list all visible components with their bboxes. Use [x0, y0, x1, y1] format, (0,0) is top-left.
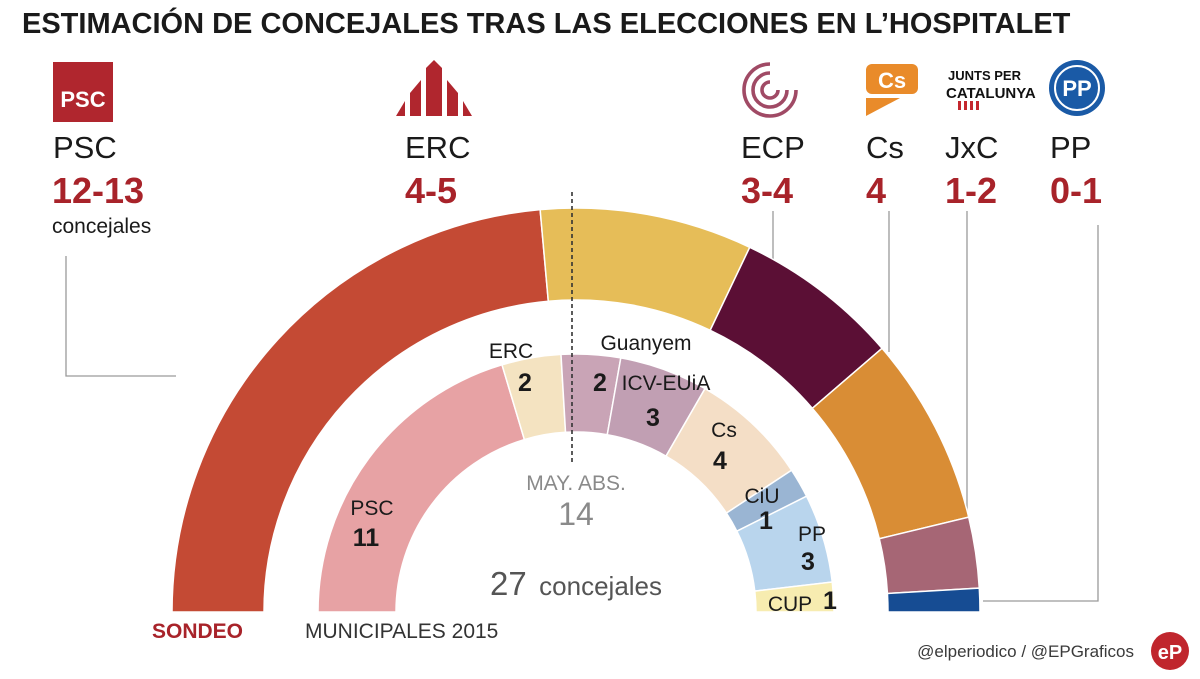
- psc-logo: PSC: [53, 62, 113, 122]
- party-range: 4: [866, 170, 886, 211]
- municipales-hemicycle: [317, 353, 835, 613]
- party-name: ERC: [405, 130, 470, 165]
- seat-label-name: ICV-EUiA: [622, 372, 711, 395]
- majority-value: 14: [558, 496, 594, 532]
- sondeo-hemicycle: [171, 207, 981, 613]
- party-note: concejales: [52, 215, 151, 238]
- svg-text:PP: PP: [1062, 76, 1091, 101]
- majority-label: MAY. ABS.: [526, 472, 626, 495]
- municipales-label: MUNICIPALES 2015: [305, 620, 498, 643]
- party-name: ECP: [741, 130, 805, 165]
- seat-label-name: PP: [798, 523, 826, 546]
- party-name: PSC: [53, 130, 117, 165]
- elperiodico-logo: eP: [1151, 632, 1189, 670]
- seat-label-value: 11: [353, 524, 380, 552]
- party-range: 12-13: [52, 170, 144, 211]
- party-range: 4-5: [405, 170, 457, 211]
- seat-label-name: CiU: [745, 485, 780, 508]
- total-word: concejales: [539, 571, 662, 601]
- party-name: PP: [1050, 130, 1091, 165]
- sondeo-label: SONDEO: [152, 620, 243, 643]
- pp-logo: PP: [1049, 60, 1105, 116]
- svg-text:eP: eP: [1158, 642, 1182, 664]
- jxc-logo: JUNTS PER CATALUNYA: [946, 68, 1036, 110]
- ecp-logo: [742, 62, 798, 118]
- party-name: Cs: [866, 130, 904, 165]
- party-range: 1-2: [945, 170, 997, 211]
- party-name: JxC: [945, 130, 998, 165]
- leader-lines: [65, 211, 1099, 602]
- party-range: 0-1: [1050, 170, 1102, 211]
- total-seats: 27 concejales: [490, 565, 662, 602]
- footer-credit: @elperiodico / @EPGraficos: [917, 642, 1134, 661]
- chart-title: ESTIMACIÓN DE CONCEJALES TRAS LAS ELECCI…: [22, 6, 1071, 40]
- svg-text:JUNTS PER: JUNTS PER: [948, 68, 1022, 83]
- seat-label-value: 3: [801, 548, 815, 576]
- leader-line: [65, 256, 176, 377]
- seat-label-name: PSC: [350, 497, 393, 520]
- seat-label-name: ERC: [489, 340, 533, 363]
- seat-label-value: 2: [593, 369, 607, 397]
- seat-label-name: CUP: [768, 593, 812, 616]
- total-number: 27: [490, 565, 527, 602]
- seat-label-value: 2: [518, 369, 532, 397]
- seat-arc-pp: [886, 587, 981, 613]
- seat-label-name: Cs: [711, 419, 737, 442]
- cs-logo: Cs: [866, 64, 918, 116]
- party-range: 3-4: [741, 170, 793, 211]
- seat-label-value: 1: [759, 507, 773, 535]
- seat-label-value: 4: [713, 447, 727, 475]
- seat-arc-cup: [753, 581, 835, 613]
- svg-text:CATALUNYA: CATALUNYA: [946, 85, 1036, 102]
- svg-text:Cs: Cs: [878, 68, 906, 93]
- seat-label-name: Guanyem: [600, 332, 691, 355]
- seat-label-value: 3: [646, 404, 660, 432]
- municipales-labels: PSC 11 ERC 2 Guanyem 2 ICV-EUiA 3 Cs 4 C…: [350, 332, 837, 616]
- seat-label-value: 1: [823, 587, 837, 615]
- svg-text:PSC: PSC: [60, 87, 105, 112]
- leader-line: [983, 225, 1099, 602]
- erc-logo: [396, 60, 472, 116]
